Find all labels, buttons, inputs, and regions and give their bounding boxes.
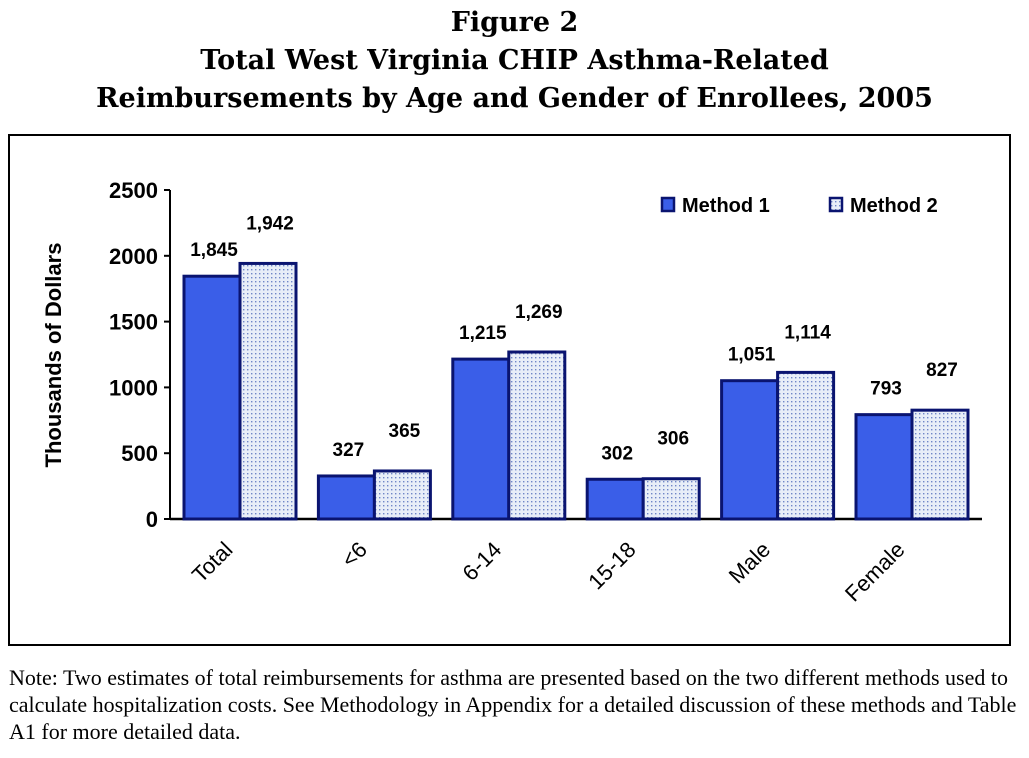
- legend-swatch-method-2: [828, 196, 844, 213]
- data-label: 827: [926, 360, 958, 381]
- data-label: 1,845: [190, 240, 238, 261]
- data-label: 365: [389, 421, 421, 442]
- data-label: 327: [333, 440, 365, 461]
- x-tick-label: Male: [724, 537, 775, 588]
- legend-swatch-method-1: [660, 196, 676, 213]
- data-label: 1,215: [459, 323, 507, 344]
- x-tick-label: Female: [840, 537, 910, 607]
- y-tick-label: 0: [146, 507, 158, 532]
- y-tick-label: 1000: [109, 375, 158, 400]
- x-tick-label: 6-14: [458, 537, 507, 586]
- legend-label-method-2: Method 2: [850, 195, 938, 217]
- bar-method-1: [182, 274, 242, 521]
- bar-method-2: [507, 350, 567, 521]
- bar-method-2: [910, 408, 970, 521]
- legend-label-method-1: Method 1: [682, 195, 770, 217]
- bar-method-2: [238, 261, 298, 521]
- bar-method-1: [720, 379, 780, 521]
- y-tick-label: 2000: [109, 244, 158, 269]
- figure-label: Figure 2: [450, 7, 579, 38]
- y-tick-label: 2500: [109, 178, 158, 203]
- bar-method-1: [316, 474, 376, 521]
- chart-frame: 0 500 1000 1500 2000 2500 Thousands of Dollars…: [8, 134, 1011, 646]
- bar-method-1: [451, 357, 511, 521]
- x-tick-label: 15-18: [583, 537, 640, 594]
- chart-title-line-2: Reimbursements by Age and Gender of Enro…: [96, 83, 933, 114]
- data-label: 1,942: [246, 213, 294, 234]
- data-label: 793: [870, 379, 902, 400]
- bar-chart: 0 500 1000 1500 2000 2500 Thousands of Dollars…: [41, 178, 982, 607]
- y-tick-label: 1500: [109, 310, 158, 335]
- data-label: 302: [601, 443, 633, 464]
- bar-method-1: [585, 477, 645, 521]
- y-axis-label: Thousands of Dollars: [41, 243, 66, 468]
- x-tick-label: <6: [337, 537, 372, 572]
- bar-method-2: [776, 370, 836, 521]
- data-label: 1,051: [728, 345, 776, 366]
- x-tick-label: Total: [187, 537, 238, 588]
- bar-method-2: [641, 477, 701, 521]
- chart-title-block: Figure 2 Total West Virginia CHIP Asthma…: [0, 4, 1029, 118]
- chart-note: Note: Two estimates of total reimburseme…: [9, 665, 1017, 744]
- chart-title-line-1: Total West Virginia CHIP Asthma-Related: [200, 45, 829, 76]
- bar-method-1: [854, 413, 914, 521]
- data-label: 1,114: [784, 322, 831, 343]
- y-tick-label: 500: [121, 441, 158, 466]
- data-label: 306: [657, 429, 689, 450]
- bar-method-2: [372, 469, 432, 521]
- data-label: 1,269: [515, 302, 563, 323]
